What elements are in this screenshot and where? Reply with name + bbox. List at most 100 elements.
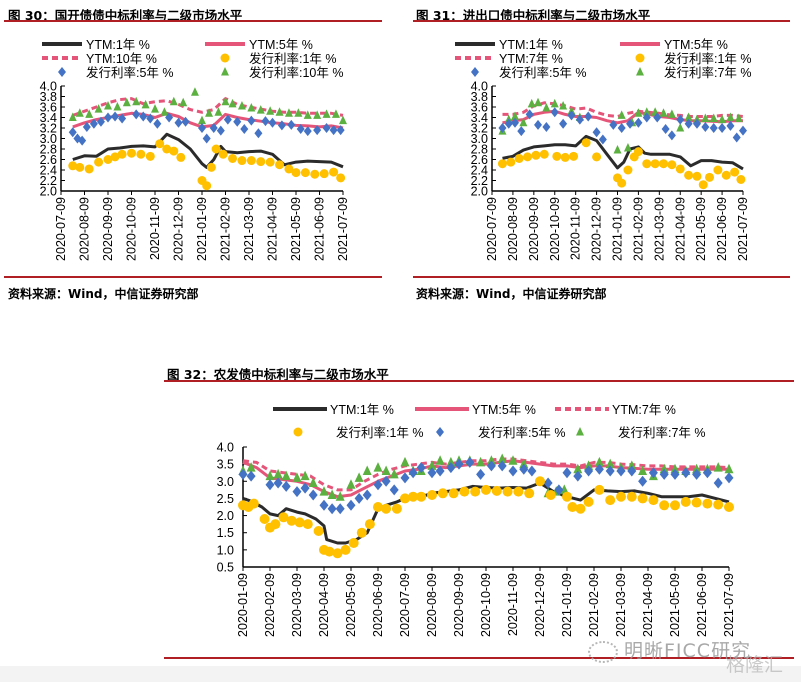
data-point: [684, 118, 693, 129]
data-point: [228, 98, 237, 108]
y-tick-label: 0.5: [217, 561, 234, 575]
x-tick-label: 2020-08-09: [78, 197, 92, 261]
x-tick-label: 2021-03-09: [242, 197, 256, 261]
data-point: [294, 108, 303, 117]
data-point: [519, 458, 529, 469]
x-tick-label: 2021-05-09: [289, 197, 303, 261]
legend-swatch: [576, 427, 584, 436]
data-point: [730, 167, 740, 177]
figure-31-title-rule: [413, 20, 790, 22]
figure-32-source-rule: [164, 657, 794, 659]
data-point: [400, 472, 410, 484]
data-point: [248, 498, 259, 509]
data-point: [519, 463, 529, 475]
y-tick-label: 3.5: [217, 458, 234, 472]
data-point: [354, 492, 364, 504]
y-tick-label: 3.4: [40, 111, 57, 125]
figure-31-chart: YTM:1年 % YTM:5年 % YTM:7年 % 发行利率:1年 % 发行利率:5年…: [455, 38, 752, 261]
figure-30-title-rule: [4, 20, 382, 22]
data-point: [594, 463, 604, 475]
data-point: [627, 460, 637, 470]
data-point: [648, 495, 659, 506]
legend-label: 发行利率:7年 %: [618, 425, 706, 440]
x-tick-label: 2021-07-09: [336, 197, 350, 261]
y-tick-label: 3.0: [40, 132, 57, 146]
x-tick-label: 2020-10-09: [125, 197, 139, 261]
legend-swatch: [293, 427, 303, 437]
data-point: [726, 120, 735, 131]
data-point: [616, 491, 626, 502]
data-point: [246, 470, 256, 482]
data-point: [176, 152, 186, 162]
x-tick-label: 2021-04-09: [673, 197, 687, 261]
data-point: [281, 470, 291, 481]
data-point: [202, 133, 211, 144]
data-point: [481, 484, 491, 495]
data-point: [84, 164, 94, 174]
data-point: [623, 142, 632, 152]
data-point: [275, 107, 284, 116]
data-point: [340, 544, 351, 555]
data-point: [543, 477, 553, 489]
data-point: [303, 126, 312, 137]
data-point: [718, 114, 727, 124]
x-tick-label: 2021-06-09: [313, 197, 327, 261]
data-point: [435, 455, 445, 465]
data-point: [626, 118, 635, 129]
data-point: [642, 159, 652, 169]
data-point: [476, 456, 486, 467]
data-point: [550, 98, 559, 108]
y-tick-label: 3.2: [471, 122, 488, 136]
data-point: [681, 467, 691, 479]
data-point: [339, 115, 347, 125]
data-point: [598, 134, 607, 145]
y-tick-label: 4.0: [471, 80, 488, 94]
data-point: [400, 493, 410, 504]
data-point: [294, 517, 305, 528]
data-point: [567, 110, 576, 121]
data-point: [427, 490, 437, 500]
data-point: [275, 160, 285, 170]
data-point: [513, 486, 524, 497]
data-point: [670, 500, 680, 511]
data-point: [506, 157, 516, 167]
data-point: [605, 465, 615, 477]
figure-32-title: 图 32：农发债中标利率与二级市场水平: [167, 367, 389, 382]
data-point: [319, 486, 329, 496]
data-point: [701, 121, 710, 132]
data-point: [437, 488, 448, 499]
data-point: [211, 144, 221, 154]
data-point: [542, 121, 551, 132]
data-point: [476, 468, 486, 480]
data-point: [348, 538, 359, 548]
legend-swatch: [221, 67, 229, 76]
data-point: [567, 502, 578, 512]
data-point: [237, 156, 247, 166]
data-point: [616, 465, 626, 477]
data-point: [127, 148, 136, 158]
data-point: [165, 112, 174, 123]
data-point: [724, 463, 734, 474]
data-point: [381, 503, 392, 514]
x-tick-label: 2020-03-09: [290, 573, 304, 637]
data-point: [435, 465, 445, 477]
data-point: [633, 147, 643, 157]
x-tick-label: 2020-06-09: [371, 573, 385, 637]
data-point: [162, 144, 172, 154]
data-point: [550, 107, 559, 118]
data-point: [517, 126, 526, 137]
data-point: [122, 97, 131, 107]
data-point: [594, 484, 605, 495]
data-point: [734, 113, 743, 123]
data-point: [308, 489, 318, 501]
data-point: [214, 107, 223, 116]
data-point: [362, 489, 372, 501]
data-point: [308, 477, 318, 487]
data-point: [534, 119, 543, 130]
y-tick-label: 2.4: [40, 164, 57, 178]
data-point: [634, 108, 643, 117]
data-point: [584, 465, 594, 477]
data-point: [736, 174, 746, 184]
data-point: [408, 467, 418, 479]
data-point: [427, 460, 437, 470]
